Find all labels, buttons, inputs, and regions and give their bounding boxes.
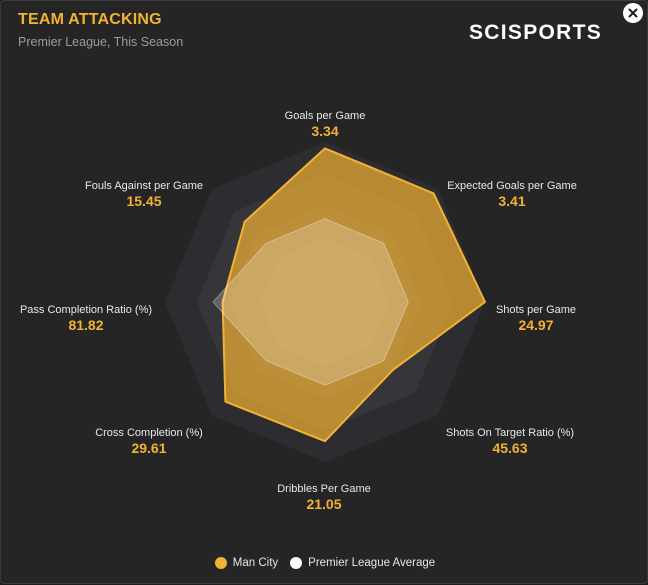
close-icon[interactable]: [623, 3, 643, 23]
axis-value: 29.61: [131, 440, 166, 456]
radar-series: [212, 147, 486, 443]
legend-label: Man City: [232, 557, 279, 569]
axis-value: 3.41: [498, 193, 525, 209]
chart-title: TEAM ATTACKING: [18, 11, 162, 28]
legend-label: Premier League Average: [308, 557, 436, 569]
axis-value: 15.45: [126, 193, 161, 209]
axis-value: 45.63: [492, 440, 527, 456]
axis-label: Shots per Game: [496, 304, 576, 316]
axis-label: Expected Goals per Game: [447, 180, 577, 192]
axis-value: 81.82: [68, 317, 103, 333]
league-color-dot: [290, 557, 303, 569]
series-league-average: [212, 218, 409, 386]
axis-label: Fouls Against per Game: [85, 180, 203, 192]
axis-label: Dribbles Per Game: [277, 483, 371, 495]
legend-item-league[interactable]: Premier League Average: [290, 557, 435, 569]
series-man-city: [221, 147, 486, 443]
team-color-dot: [214, 557, 227, 569]
axis-label: Shots On Target Ratio (%): [446, 427, 574, 439]
legend-item-team[interactable]: Man City: [214, 557, 279, 569]
axis-label: Cross Completion (%): [95, 427, 203, 439]
axis-value: 3.34: [311, 123, 338, 139]
axis-value: 21.05: [306, 496, 341, 512]
legend: Man City Premier League Average: [1, 557, 648, 569]
axis-label: Pass Completion Ratio (%): [20, 304, 152, 316]
brand-logo: SCISPORTS: [469, 21, 603, 44]
axis-value: 24.97: [518, 317, 553, 333]
chart-subtitle: Premier League, This Season: [18, 35, 184, 49]
axis-label: Goals per Game: [285, 110, 366, 122]
